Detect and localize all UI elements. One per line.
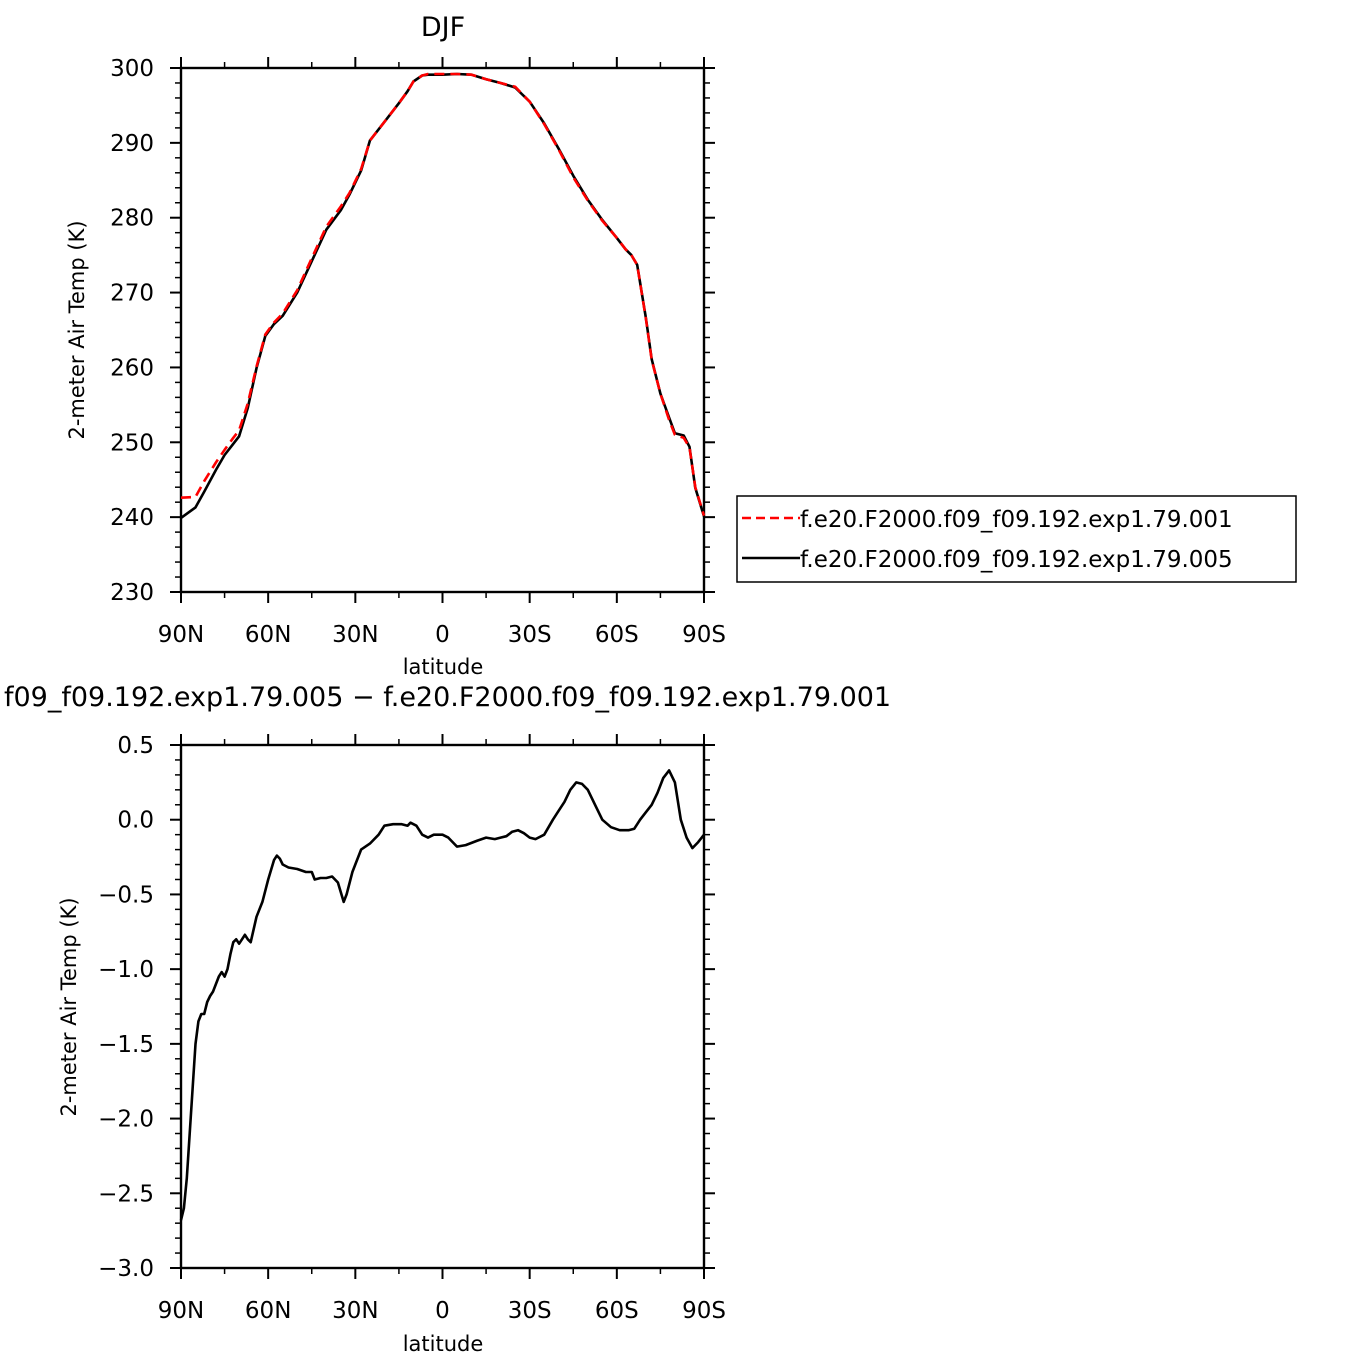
top-y-tick-label: 240 xyxy=(110,505,154,531)
legend-label-001: f.e20.F2000.f09_f09.192.exp1.79.001 xyxy=(800,507,1233,533)
top-x-tick-label: 60S xyxy=(595,622,639,648)
bottom-x-tick-label: 60N xyxy=(245,1298,291,1324)
top-y-tick-label: 250 xyxy=(110,430,154,456)
legend-label-005: f.e20.F2000.f09_f09.192.exp1.79.005 xyxy=(800,547,1233,573)
top-chart-title: DJF xyxy=(421,12,465,43)
bottom-x-tick-label: 0 xyxy=(435,1298,450,1324)
bottom-y-axis-label: 2-meter Air Temp (K) xyxy=(57,897,81,1116)
top-y-tick-label: 290 xyxy=(110,131,154,157)
top-y-tick-label: 300 xyxy=(110,56,154,82)
top-y-tick-label: 260 xyxy=(110,355,154,381)
bottom-x-tick-label: 30N xyxy=(332,1298,378,1324)
top-y-tick-label: 230 xyxy=(110,580,154,606)
bottom-x-tick-label: 30S xyxy=(508,1298,552,1324)
bottom-chart-title: f09_f09.192.exp1.79.005 − f.e20.F2000.f0… xyxy=(4,682,891,713)
bottom-y-tick-label: −0.5 xyxy=(98,882,154,908)
bottom-y-tick-label: −1.0 xyxy=(98,957,154,983)
top-y-axis-label: 2-meter Air Temp (K) xyxy=(65,220,89,439)
bottom-y-tick-label: −2.5 xyxy=(98,1181,154,1207)
top-plot-frame xyxy=(179,66,706,594)
bottom-x-axis-label: latitude xyxy=(403,1332,484,1356)
bottom-x-tick-label: 90N xyxy=(158,1298,204,1324)
legend: f.e20.F2000.f09_f09.192.exp1.79.001 f.e2… xyxy=(736,495,1297,583)
top-x-tick-label: 90S xyxy=(682,622,726,648)
bottom-panel: f09_f09.192.exp1.79.005 − f.e20.F2000.f0… xyxy=(4,682,891,1356)
top-x-tick-label: 0 xyxy=(435,622,450,648)
top-series-line-0 xyxy=(180,72,706,516)
bottom-plot-frame xyxy=(179,743,706,1270)
top-axis-ticks: 90N 60N 30N 0 30S 60S 90S 230 240 250 260 270 280 290… xyxy=(110,56,726,648)
bottom-x-tick-label: 60S xyxy=(595,1298,639,1324)
bottom-y-tick-label: −3.0 xyxy=(98,1256,154,1282)
bottom-x-tick-label: 90S xyxy=(682,1298,726,1324)
bottom-y-tick-label: 0.0 xyxy=(117,808,154,834)
top-x-tick-label: 90N xyxy=(158,622,204,648)
top-y-tick-label: 280 xyxy=(110,206,154,232)
bottom-y-tick-label: −2.0 xyxy=(98,1107,154,1133)
bottom-y-tick-label: −1.5 xyxy=(98,1032,154,1058)
bottom-series-lines xyxy=(179,769,706,1221)
top-x-tick-label: 60N xyxy=(245,622,291,648)
top-panel: DJF 90N 60N 30N 0 30S 60S 90S 230 240 250 260 270 28… xyxy=(65,12,726,679)
bottom-y-tick-label: 0.5 xyxy=(117,733,154,759)
top-y-tick-label: 270 xyxy=(110,281,154,307)
bottom-series-line-0 xyxy=(179,769,706,1221)
top-x-tick-label: 30S xyxy=(508,622,552,648)
top-series-line-1 xyxy=(180,72,706,519)
top-series-lines xyxy=(180,72,706,519)
top-x-tick-label: 30N xyxy=(332,622,378,648)
legend-box xyxy=(736,495,1297,583)
top-x-axis-label: latitude xyxy=(403,655,484,679)
bottom-axis-ticks: 90N 60N 30N 0 30S 60S 90S −3.0 −2.5 −2.0 −1.5 −1.0 −… xyxy=(98,733,726,1324)
